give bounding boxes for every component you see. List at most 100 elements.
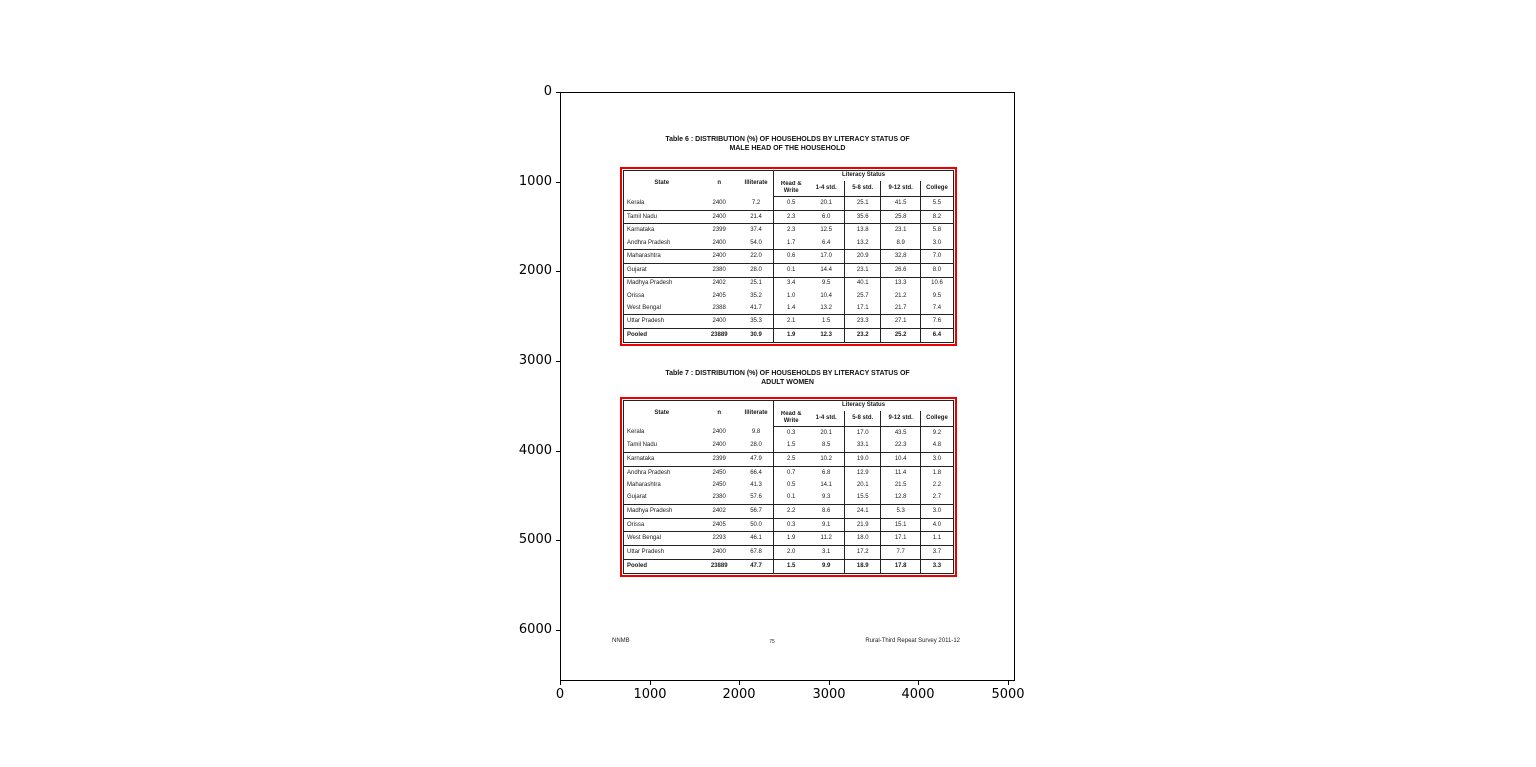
cell-std_5_8: 33.1 (844, 439, 882, 453)
cell-std_5_8: 23.3 (844, 314, 882, 330)
cell-std_1_4: 11.2 (808, 531, 846, 547)
cell-college: 2.7 (920, 491, 954, 505)
table-row: Pooled 23889 47.7 1.5 9.9 18.9 17.8 3.3 (624, 559, 954, 574)
cell-illiterate: 41.3 (738, 479, 775, 492)
cell-std_1_4: 13.2 (808, 302, 846, 316)
col-header-5-8-std: 5-8 std. (844, 180, 882, 197)
cell-n: 2450 (712, 469, 726, 476)
cell-std_5_8: 18.9 (844, 559, 882, 574)
cell-std_5_8: 35.6 (844, 210, 882, 225)
cell-std_5_8: 25.7 (844, 290, 882, 303)
x-tick-label: 1000 (633, 687, 667, 702)
cell-std_1_4: 6.8 (808, 466, 846, 480)
cell-college: 9.2 (932, 429, 942, 436)
table-row: West Bengal 2388 41.7 1.4 13.2 17.1 21.7 7.4 (623, 302, 954, 316)
x-tick-label: 3000 (812, 687, 846, 702)
table-row: Uttar Pradesh 2400 67.8 2.0 3.1 17.2 7.7 3.7 (623, 545, 954, 561)
x-tick-label: 0 (555, 687, 565, 702)
cell-std_5_8: 13.2 (844, 236, 882, 251)
cell-std_1_4: 6.0 (808, 210, 846, 225)
footer-page-number: 75 (769, 639, 775, 645)
cell-n: 2400 (699, 314, 739, 330)
cell-read_write: 1.9 (787, 332, 796, 339)
cell-college: 7.6 (920, 314, 954, 330)
cell-illiterate: 28.0 (738, 439, 775, 453)
cell-read_write: 2.3 (787, 227, 796, 234)
cell-std_1_4: 8.6 (808, 504, 846, 519)
cell-state: Kerala (623, 196, 700, 211)
cell-read_write: 0.3 (773, 518, 809, 533)
cell-state: Madhya Pradesh (623, 504, 700, 519)
cell-std_5_8: 21.9 (844, 518, 882, 533)
cell-college: 9.5 (932, 292, 942, 299)
x-tick-label: 2000 (722, 687, 756, 702)
cell-std_9_12: 10.4 (880, 452, 921, 467)
cell-std_5_8: 19.0 (844, 452, 882, 467)
table-row: Kerala 2400 9.8 0.3 20.1 17.0 43.5 9.2 (624, 426, 954, 440)
col-header-9-12-std: 9-12 std. (880, 180, 921, 197)
table7: State n Illiterate Literacy Status Read … (623, 400, 954, 574)
y-tick-label: 3000 (518, 353, 552, 368)
cell-state: Tamil Nadu (623, 210, 700, 225)
cell-illiterate: 22.0 (738, 249, 775, 264)
col-header-9-12-std: 9-12 std. (880, 410, 921, 427)
cell-college: 5.5 (920, 196, 954, 211)
cell-n: 2400 (699, 545, 739, 561)
col-group-literacy-status: Literacy Status (842, 172, 886, 179)
cell-std_9_12: 23.1 (880, 223, 921, 237)
cell-state: Pooled (627, 563, 648, 570)
cell-n: 23889 (710, 332, 728, 339)
cell-std_1_4: 20.1 (808, 196, 846, 211)
table6-title: Table 6 : DISTRIBUTION (%) OF HOUSEHOLDS… (560, 136, 1015, 153)
table-row: Tamil Nadu 2400 28.0 1.5 8.5 33.1 22.3 4.8 (623, 439, 954, 453)
table7-title-line2: ADULT WOMEN (761, 378, 814, 386)
cell-n: 2400 (699, 210, 739, 225)
x-tick-mark (918, 681, 919, 685)
table6-title-line1: Table 6 : DISTRIBUTION (%) OF HOUSEHOLDS… (665, 136, 910, 143)
footer-survey-name: Rural-Third Repeat Survey 2011-12 (865, 638, 960, 644)
cell-std_9_12: 8.9 (880, 236, 921, 251)
cell-n: 2293 (699, 531, 739, 547)
cell-std_1_4: 9.3 (808, 491, 846, 505)
table-row: Maharashtra 2400 22.0 0.6 17.0 20.9 32.8 7.0 (623, 249, 954, 264)
cell-std_5_8: 23.1 (844, 263, 882, 278)
table-row: Pooled 23889 30.9 1.9 12.3 23.2 25.2 6.4 (624, 328, 954, 343)
cell-state: West Bengal (623, 302, 700, 316)
cell-state: Uttar Pradesh (623, 545, 700, 561)
cell-college: 1.1 (920, 531, 954, 547)
cell-read_write: 2.1 (773, 314, 809, 330)
cell-illiterate: 25.1 (738, 277, 775, 291)
cell-n: 2380 (699, 263, 739, 278)
table-row: Gujarat 2380 28.0 0.1 14.4 23.1 26.6 8.0 (623, 263, 954, 278)
cell-illiterate: 57.6 (738, 491, 775, 505)
cell-n: 2380 (699, 491, 739, 505)
cell-illiterate: 9.8 (738, 426, 775, 440)
cell-std_5_8: 17.2 (844, 545, 882, 561)
cell-std_9_12: 12.8 (880, 491, 921, 505)
cell-n: 23889 (710, 563, 728, 570)
col-header-state: State (654, 180, 670, 187)
cell-read_write: 2.3 (773, 210, 809, 225)
cell-college: 5.8 (932, 227, 942, 234)
y-tick-mark (556, 361, 560, 362)
cell-state: Pooled (627, 332, 648, 339)
cell-std_1_4: 12.3 (808, 328, 846, 343)
cell-read_write: 2.0 (773, 545, 809, 561)
table-row: West Bengal 2293 46.1 1.9 11.2 18.0 17.1 1.1 (623, 531, 954, 547)
cell-std_5_8: 15.5 (844, 491, 882, 505)
cell-illiterate: 67.8 (738, 545, 775, 561)
cell-college: 10.6 (931, 280, 943, 287)
cell-std_5_8: 12.9 (844, 466, 882, 480)
cell-illiterate: 7.2 (738, 196, 775, 211)
cell-state: Gujarat (623, 491, 700, 505)
cell-std_9_12: 21.2 (880, 290, 921, 303)
cell-std_5_8: 23.2 (844, 328, 882, 343)
table-row: Orissa 2405 35.2 1.0 10.4 25.7 21.2 9.5 (624, 290, 954, 303)
table7-title-line1: Table 7 : DISTRIBUTION (%) OF HOUSEHOLDS… (665, 370, 910, 377)
cell-n: 2402 (699, 504, 739, 519)
table-row: Karnataka 2399 47.9 2.5 10.2 19.0 10.4 3.0 (623, 452, 954, 467)
table-row: Kerala 2400 7.2 0.5 20.1 25.1 41.5 5.5 (623, 196, 954, 211)
cell-read_write: 0.1 (773, 491, 809, 505)
x-tick-mark (739, 681, 740, 685)
cell-illiterate: 35.3 (738, 314, 775, 330)
